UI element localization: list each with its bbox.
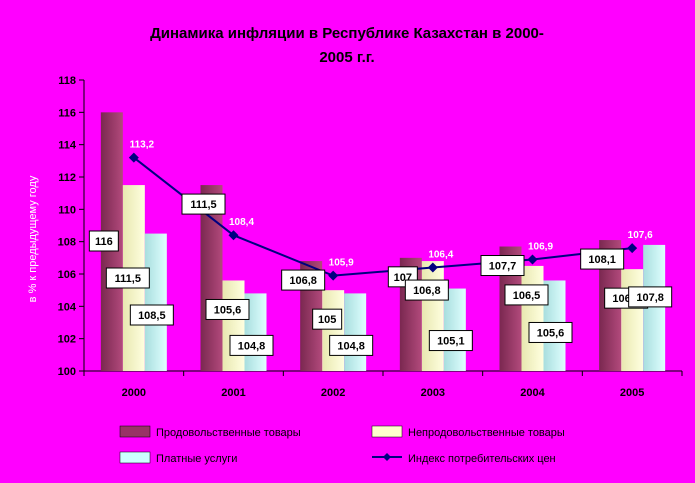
bar-data-label-box: [229, 334, 274, 356]
bar-data-label-box: [580, 248, 625, 270]
bar-data-label-box: [329, 334, 374, 356]
bar-data-label: 111,5: [115, 273, 141, 285]
x-tick-label: 2005: [620, 387, 644, 399]
bar-data-label-box: [105, 267, 150, 289]
chart-title-line1: Динамика инфляции в Республике Казахстан…: [150, 25, 544, 42]
bar-data-label: 108,1: [588, 254, 616, 266]
chart-title-line2: 2005 г.г.: [319, 49, 374, 66]
bar-3: [643, 244, 666, 371]
bar-data-label-box: [129, 304, 174, 326]
cpi-data-label: 107,6: [628, 230, 653, 241]
bar-data-label: 106,5: [513, 290, 541, 302]
bar-2: [521, 265, 544, 371]
bar-data-label-box: [528, 321, 573, 343]
plot-area: 100 102 104 106 108 110 112 114 116 118 2000 2001 20…: [58, 75, 683, 399]
cpi-line: [133, 156, 633, 277]
legend-label: Индекс потребительских цен: [408, 453, 556, 465]
bar-data-label-box: [504, 284, 549, 306]
cpi-marker: [328, 270, 339, 281]
bar-data-label-box: [205, 298, 250, 320]
bar-data-label: 105: [318, 314, 336, 326]
legend-swatch: [119, 425, 151, 438]
cpi-data-label: 113,2: [130, 140, 155, 151]
bar-data-label: 106,8: [413, 285, 441, 297]
bar-data-label: 108,5: [138, 310, 166, 322]
bar-2: [322, 290, 345, 371]
bar-2: [421, 261, 444, 371]
legend-label: Продовольственные товары: [156, 427, 301, 439]
cpi-marker: [128, 152, 139, 163]
x-tick-label: 2003: [421, 387, 445, 399]
y-tick-label: 100: [58, 366, 76, 378]
y-tick-label: 114: [58, 140, 77, 152]
bar-data-label: 106,8: [289, 275, 317, 287]
bar-data-label-box: [628, 286, 673, 308]
bar-data-label-box: [181, 193, 226, 215]
legend-label: Непродовольственные товары: [408, 427, 565, 439]
bar-data-label-box: [312, 308, 343, 330]
y-tick-label: 108: [58, 237, 76, 249]
bar-data-label-box: [404, 279, 449, 301]
bar-1: [499, 246, 522, 371]
bar-data-label: 105,6: [537, 327, 565, 339]
bar-2: [621, 269, 644, 371]
y-tick-label: 110: [58, 204, 76, 216]
cpi-data-label: 106,4: [428, 250, 453, 261]
cpi-marker: [228, 230, 239, 241]
y-tick-label: 112: [58, 172, 76, 184]
legend-marker: [383, 453, 391, 461]
bar-data-label: 107,7: [489, 261, 517, 273]
cpi-data-label: 106,9: [528, 241, 553, 252]
cpi-marker: [627, 243, 638, 254]
y-axis-label: в % к предыдущему году: [27, 175, 39, 302]
bar-data-label-box: [88, 230, 119, 252]
bar-data-label: 105,1: [437, 336, 465, 348]
bar-data-label-box: [428, 330, 473, 352]
legend-label: Платные услуги: [156, 453, 237, 465]
bar-data-label: 107,8: [636, 292, 664, 304]
x-tick-label: 2001: [221, 387, 245, 399]
bar-data-label: 104,8: [337, 340, 365, 352]
bar-3: [344, 293, 367, 371]
y-tick-label: 116: [58, 107, 76, 119]
legend: Продовольственные товары Непродовольствен…: [119, 425, 565, 465]
bar-data-label: 116: [95, 236, 113, 248]
y-tick-label: 102: [58, 334, 76, 346]
bar-2: [222, 280, 245, 371]
legend-swatch: [119, 451, 151, 464]
y-tick-label: 106: [58, 269, 76, 281]
y-tick-label: 118: [58, 75, 76, 87]
x-tick-label: 2004: [520, 387, 545, 399]
bar-3: [144, 233, 167, 371]
x-tick-label: 2000: [122, 387, 146, 399]
bar-data-label-box: [281, 269, 326, 291]
cpi-marker: [427, 262, 438, 273]
bar-data-label: 111,5: [190, 199, 216, 211]
cpi-data-label: 105,9: [329, 258, 354, 269]
y-tick-label: 104: [58, 301, 77, 313]
bar-3: [443, 288, 466, 371]
cpi-data-label: 108,4: [229, 217, 254, 228]
legend-swatch: [371, 425, 403, 438]
bar-data-label: 104,8: [238, 340, 266, 352]
x-tick-label: 2002: [321, 387, 345, 399]
cpi-marker: [527, 254, 538, 265]
bar-data-label-box: [480, 255, 525, 277]
bar-1: [200, 185, 223, 371]
bar-data-label: 105,6: [214, 304, 242, 316]
